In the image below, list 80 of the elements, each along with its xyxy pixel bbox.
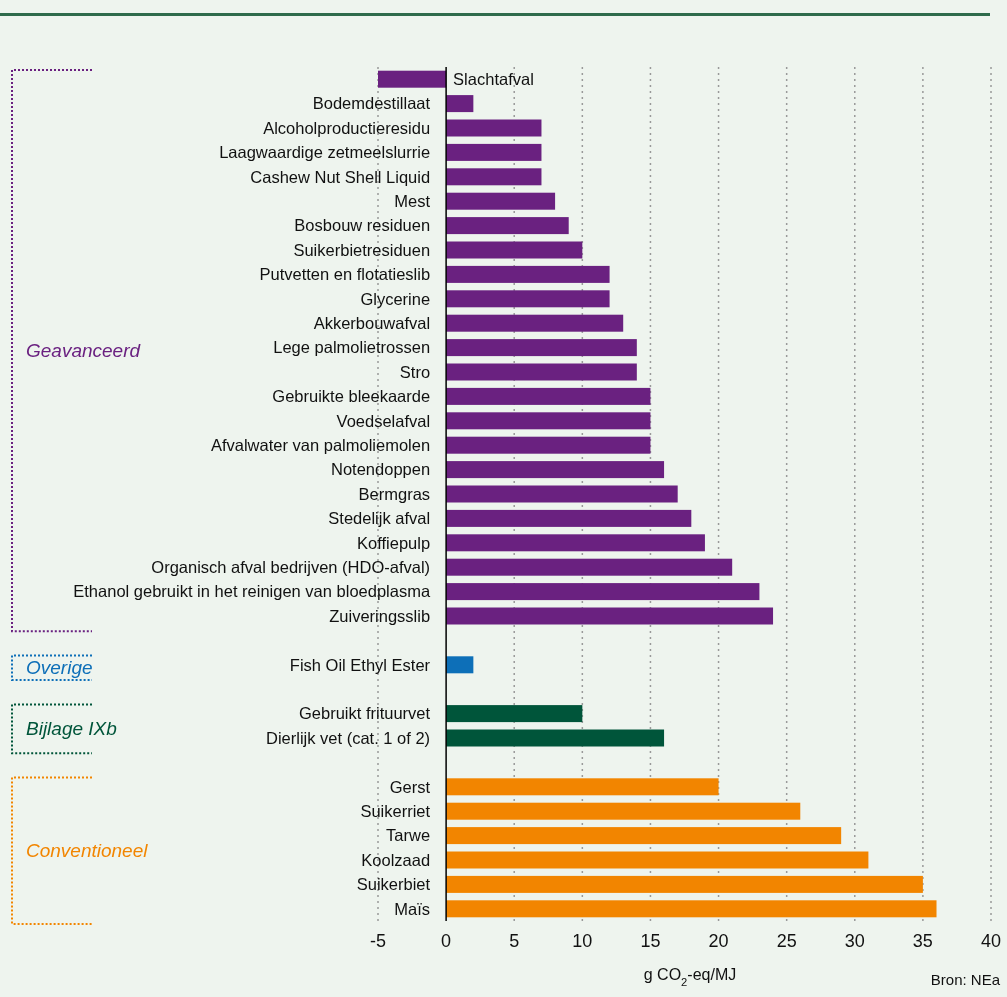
- bar: [446, 143, 542, 161]
- y-tick-label: Stro: [399, 362, 431, 381]
- x-tick-label: 30: [844, 931, 865, 951]
- y-tick-label: Laagwaardige zetmeelslurrie: [219, 143, 431, 162]
- y-tick-label: Bermgras: [358, 484, 431, 503]
- y-tick-label: Maïs: [394, 899, 431, 918]
- x-tick-label: 15: [640, 931, 661, 951]
- bar: [446, 900, 937, 918]
- y-tick-label: Akkerbouwafval: [313, 313, 431, 332]
- text: Overige: [26, 657, 93, 679]
- y-tick-label: Bosbouw residuen: [294, 216, 431, 235]
- x-tick-label: 0: [441, 931, 452, 951]
- y-tick-label: Alcoholproductieresidu: [263, 118, 431, 137]
- y-tick-label: Glycerine: [360, 289, 431, 308]
- bar: [446, 534, 705, 552]
- bar: [446, 95, 474, 113]
- bar: [446, 314, 624, 332]
- bar: [446, 387, 651, 405]
- y-tick-label: Fish Oil Ethyl Ester: [289, 655, 431, 674]
- y-tick-label: Bodemdestillaat: [312, 94, 431, 113]
- y-tick-label: Tarwe: [386, 826, 431, 845]
- text: Geavanceerd: [26, 340, 142, 362]
- bar: [446, 705, 583, 723]
- y-tick-label: Afvalwater van palmoliemolen: [210, 435, 431, 454]
- bar: [446, 436, 651, 454]
- text: Bijlage IXb: [26, 718, 117, 740]
- y-tick-label: Gebruikt frituurvet: [298, 704, 431, 723]
- x-tick-label: -5: [369, 931, 387, 951]
- bar: [378, 70, 447, 88]
- bar: [446, 583, 760, 601]
- y-tick-label: Gebruikte bleekaarde: [272, 387, 431, 406]
- text: Conventioneel: [26, 840, 149, 862]
- y-tick-label: Stedelijk afval: [328, 509, 431, 528]
- y-tick-label: Gerst: [389, 777, 431, 796]
- bar: [446, 827, 842, 845]
- y-tick-label: Cashew Nut Shell Liquid: [250, 167, 431, 186]
- bar: [446, 241, 583, 259]
- y-tick-label: Putvetten en flotatieslib: [259, 265, 431, 284]
- bar: [446, 778, 719, 796]
- bar: [446, 729, 665, 747]
- bar: [446, 339, 637, 357]
- y-tick-label: Voedselafval: [336, 411, 431, 430]
- bar: [446, 363, 637, 381]
- bar: [446, 509, 692, 527]
- bar: [446, 656, 474, 674]
- x-tick-label: 20: [708, 931, 729, 951]
- y-tick-label: Notendoppen: [331, 460, 431, 479]
- y-tick-label: Lege palmolietrossen: [273, 338, 431, 357]
- bar: [446, 168, 542, 186]
- x-tick-label: 40: [980, 931, 1002, 951]
- y-tick-label: Slachtafval: [453, 69, 534, 88]
- x-axis-title: g CO$_{2}$-eq/MJ: [643, 966, 737, 988]
- bar: [446, 485, 678, 503]
- y-tick-label: Suikerriet: [360, 801, 431, 820]
- bar: [446, 607, 774, 625]
- y-tick-label: Ethanol gebruikt in het reinigen van bloedplasma: [73, 582, 431, 601]
- y-tick-label: Organisch afval bedrijven (HDO-afval): [151, 557, 431, 576]
- y-tick-label: Koolzaad: [361, 850, 431, 869]
- bar: [446, 192, 556, 210]
- y-tick-label: Dierlijk vet (cat. 1 of 2): [265, 728, 431, 747]
- y-tick-label: Suikerbietresiduen: [293, 240, 431, 259]
- x-tick-label: 10: [572, 931, 593, 951]
- x-tick-label: 5: [509, 931, 520, 951]
- bar: [446, 265, 610, 283]
- bar: [446, 412, 651, 430]
- bar: [446, 802, 801, 820]
- bar: [446, 290, 610, 308]
- y-tick-label: Suikerbiet: [356, 875, 431, 894]
- x-tick-label: 35: [912, 931, 933, 951]
- y-tick-label: Zuiveringsslib: [329, 606, 431, 625]
- y-tick-label: Mest: [394, 191, 431, 210]
- bar: [446, 875, 923, 893]
- bar: [446, 217, 569, 235]
- x-tick-label: 25: [776, 931, 797, 951]
- bar: [446, 461, 665, 479]
- text: Bron: NEa: [930, 971, 1001, 988]
- bar: [446, 119, 542, 137]
- y-tick-label: Koffiepulp: [357, 533, 431, 552]
- bar: [446, 851, 869, 869]
- bar: [446, 558, 733, 576]
